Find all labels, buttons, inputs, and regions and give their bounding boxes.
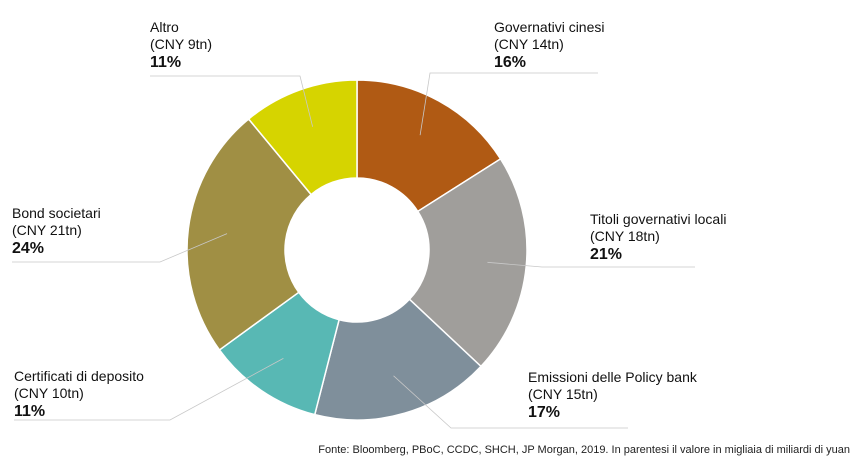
slice-name: Governativi cinesi bbox=[494, 19, 605, 35]
source-note: Fonte: Bloomberg, PBoC, CCDC, SHCH, JP M… bbox=[318, 444, 850, 456]
slice-value: (CNY 14tn) bbox=[494, 36, 564, 52]
leader-line bbox=[12, 233, 228, 263]
slice-name: Certificati di deposito bbox=[14, 368, 144, 384]
slice-name: Altro bbox=[150, 19, 179, 35]
slice-percent: 24% bbox=[12, 240, 45, 257]
slice-name: Titoli governativi locali bbox=[590, 211, 727, 227]
leader-line bbox=[150, 75, 314, 127]
label-governativi-cinesi: Governativi cinesi (CNY 14tn) 16% bbox=[494, 19, 605, 72]
slice-name: Emissioni delle Policy bank bbox=[528, 369, 697, 385]
slice-value: (CNY 18tn) bbox=[590, 228, 660, 244]
slice-titoli-governativi-locali bbox=[408, 157, 528, 368]
slice-value: (CNY 21tn) bbox=[12, 222, 82, 238]
slice-value: (CNY 10tn) bbox=[14, 385, 84, 401]
slice-bond-societari bbox=[186, 117, 313, 351]
leader-line bbox=[487, 261, 695, 268]
slice-percent: 21% bbox=[590, 246, 623, 263]
label-bond-societari: Bond societari (CNY 21tn) 24% bbox=[12, 205, 101, 258]
slice-percent: 16% bbox=[494, 54, 527, 71]
slice-value: (CNY 15tn) bbox=[528, 386, 598, 402]
leader-line bbox=[393, 375, 628, 429]
slice-percent: 11% bbox=[14, 403, 46, 420]
leader-line bbox=[419, 72, 598, 136]
label-certificati-di-deposito: Certificati di deposito (CNY 10tn) 11% bbox=[14, 368, 144, 421]
label-titoli-governativi-locali: Titoli governativi locali (CNY 18tn) 21% bbox=[590, 211, 726, 264]
slice-percent: 11% bbox=[150, 54, 182, 71]
slice-emissioni-delle-policy-bank bbox=[313, 298, 482, 421]
slice-value: (CNY 9tn) bbox=[150, 36, 212, 52]
label-emissioni-policy-bank: Emissioni delle Policy bank (CNY 15tn) 1… bbox=[528, 369, 697, 422]
leader-line bbox=[14, 357, 284, 421]
label-altro: Altro (CNY 9tn) 11% bbox=[150, 19, 212, 72]
slice-name: Bond societari bbox=[12, 205, 101, 221]
slice-percent: 17% bbox=[528, 404, 561, 421]
slice-altro bbox=[247, 79, 358, 196]
slice-governativi-cinesi bbox=[356, 79, 502, 213]
donut-slices bbox=[186, 79, 528, 421]
leader-lines bbox=[12, 72, 695, 429]
